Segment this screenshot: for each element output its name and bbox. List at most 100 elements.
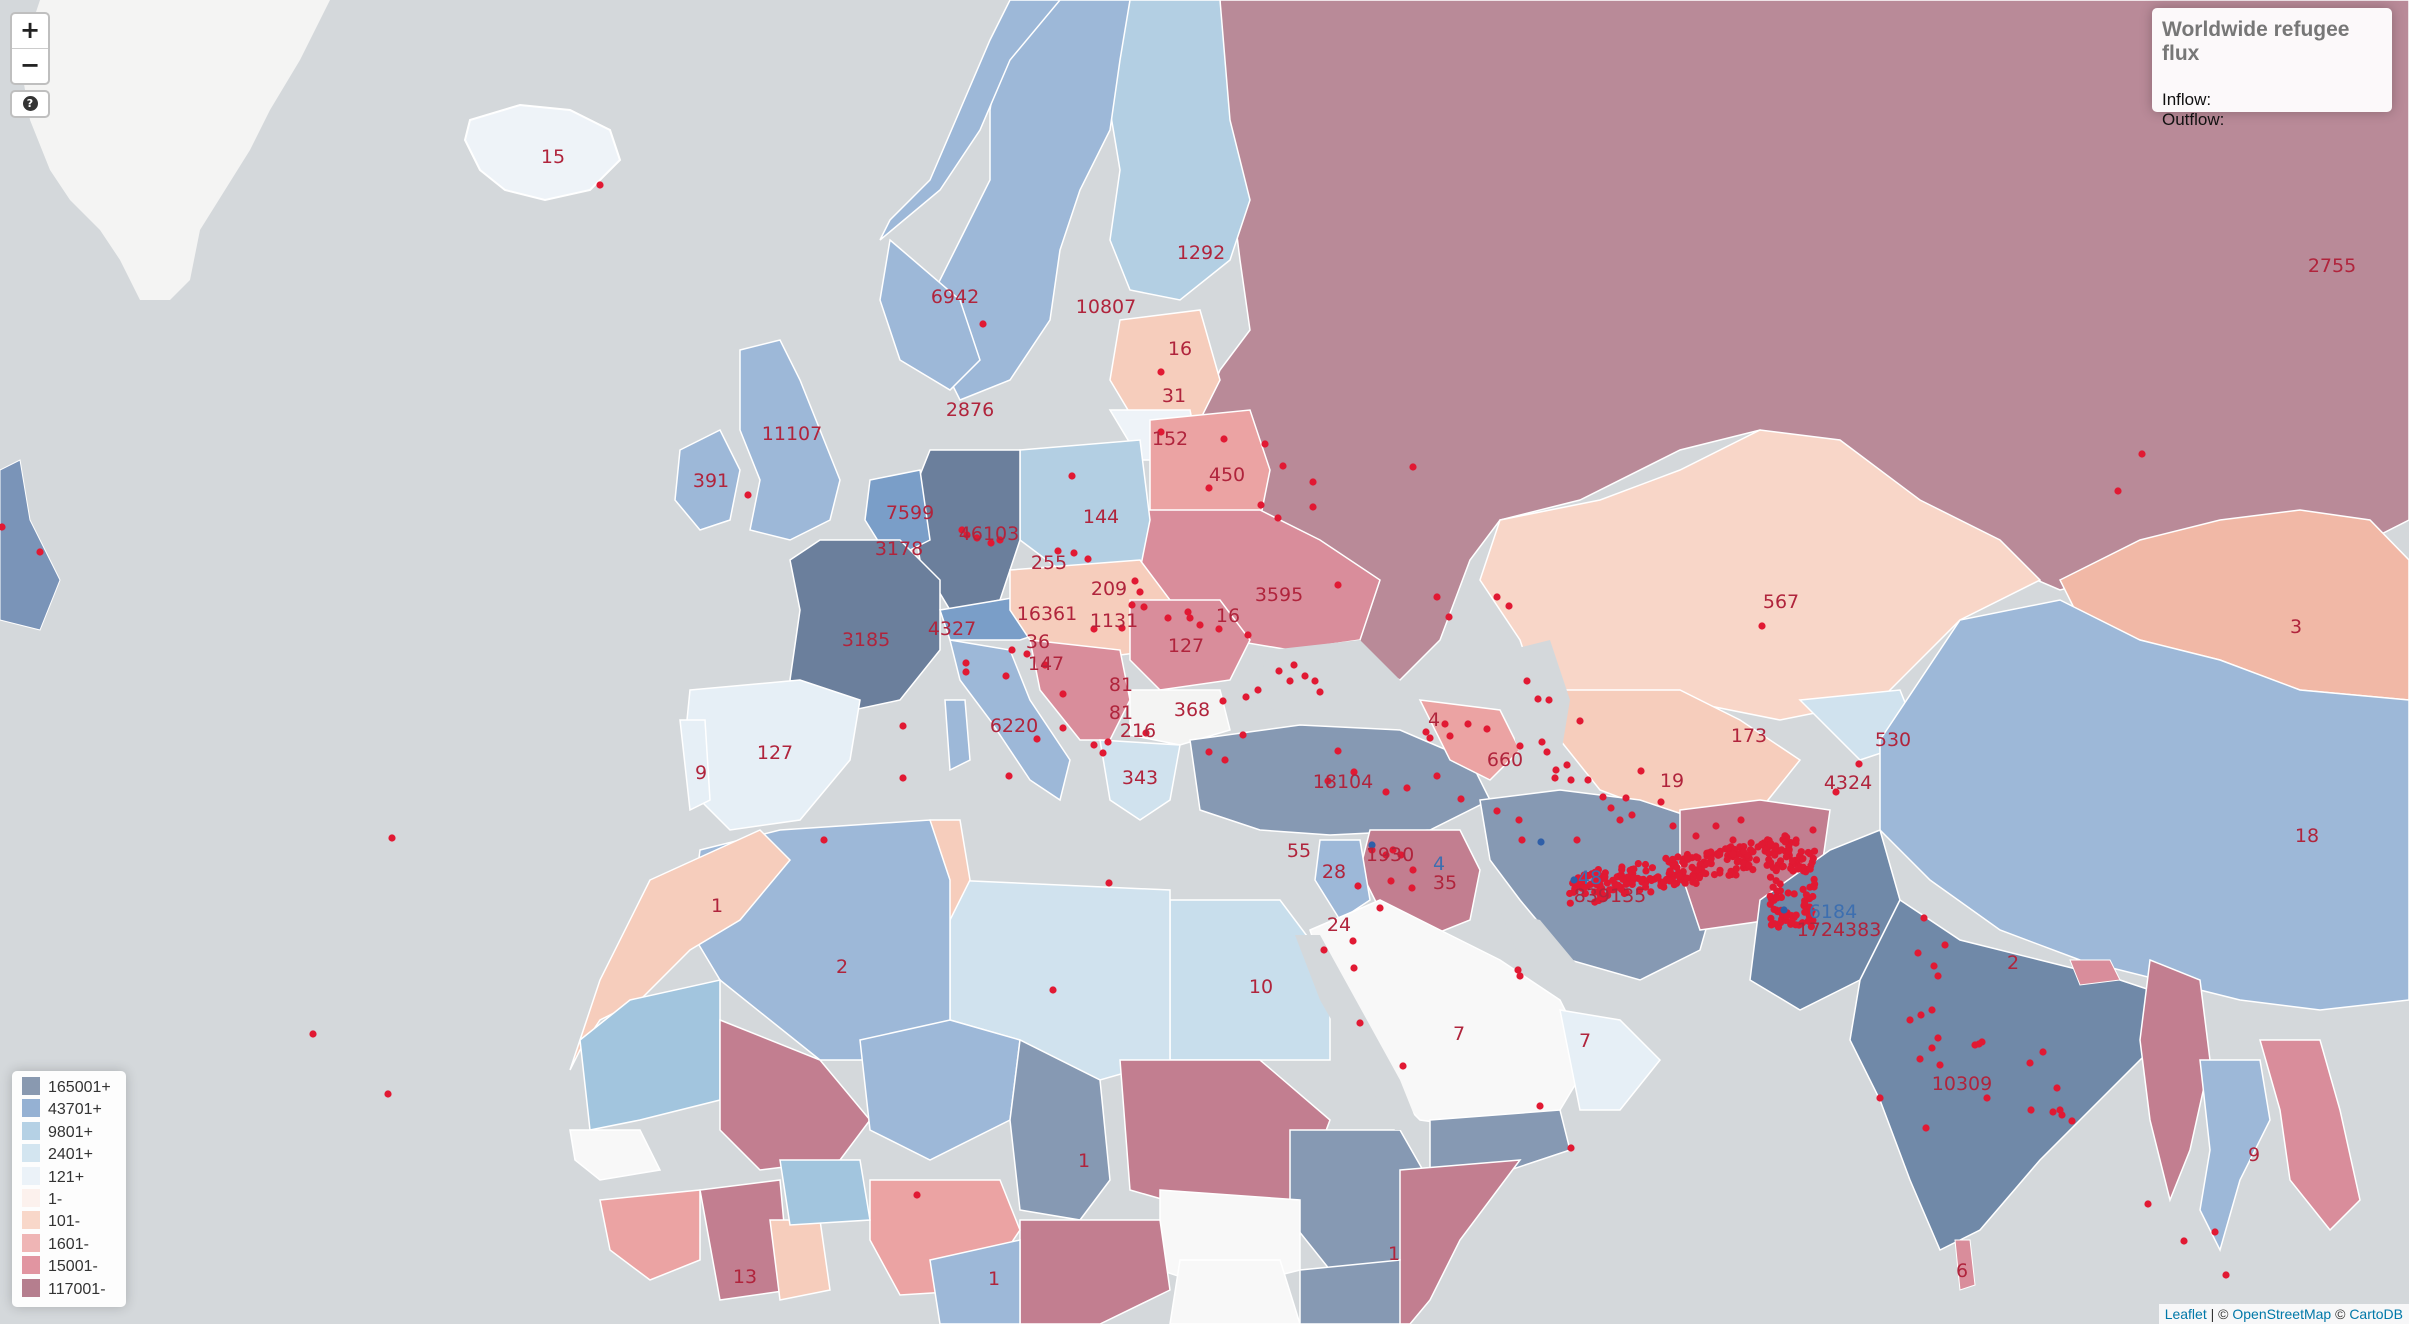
flow-point[interactable] <box>1599 793 1607 801</box>
flow-point[interactable] <box>1983 1094 1991 1102</box>
flow-point[interactable] <box>1033 735 1041 743</box>
country-value-label[interactable]: 2 <box>2007 952 2019 974</box>
country-value-label[interactable]: 31 <box>1162 385 1186 407</box>
flow-point[interactable] <box>1636 886 1644 894</box>
flow-point[interactable] <box>1740 847 1748 856</box>
flow-point[interactable] <box>1445 613 1453 621</box>
country-value-label[interactable]: 255 <box>1031 552 1067 574</box>
flow-point[interactable] <box>1598 885 1606 893</box>
flow-point[interactable] <box>1771 851 1779 859</box>
flow-point[interactable] <box>1311 677 1319 685</box>
flow-point[interactable] <box>1729 836 1737 844</box>
flow-point[interactable] <box>1350 768 1358 776</box>
flow-point[interactable] <box>1647 888 1655 896</box>
flow-point[interactable] <box>744 491 752 499</box>
flow-point[interactable] <box>1804 848 1812 857</box>
flow-point[interactable] <box>1493 593 1501 601</box>
country-value-label[interactable]: 4 <box>1433 853 1445 875</box>
flow-point[interactable] <box>1767 921 1775 929</box>
flow-point[interactable] <box>1657 798 1665 806</box>
flow-point[interactable] <box>1368 846 1376 854</box>
flow-point[interactable] <box>1689 873 1697 882</box>
country-value-label[interactable]: 1 <box>711 895 723 917</box>
flow-point[interactable] <box>987 539 995 547</box>
flow-point[interactable] <box>1603 879 1611 887</box>
flow-point[interactable] <box>1244 631 1252 639</box>
flow-point[interactable] <box>1637 767 1645 775</box>
flow-point[interactable] <box>1356 1019 1364 1027</box>
flow-point[interactable] <box>1534 695 1542 703</box>
flow-point[interactable] <box>1598 895 1606 903</box>
flow-point[interactable] <box>1551 774 1559 782</box>
flow-point[interactable] <box>1614 881 1622 890</box>
flow-point[interactable] <box>1515 816 1523 824</box>
flow-point[interactable] <box>1049 986 1057 994</box>
flow-point[interactable] <box>1008 646 1016 654</box>
flow-point[interactable] <box>1648 864 1656 872</box>
flow-point[interactable] <box>1922 1124 1930 1132</box>
flow-point[interactable] <box>1571 887 1579 895</box>
country-value-label[interactable]: 343 <box>1122 767 1158 789</box>
flow-point[interactable] <box>2027 1106 2035 1114</box>
flow-point[interactable] <box>1729 850 1737 858</box>
country-value-label[interactable]: 147 <box>1028 653 1064 675</box>
flow-point[interactable] <box>1666 867 1674 876</box>
flow-point[interactable] <box>1099 749 1107 757</box>
flow-point[interactable] <box>0 523 6 531</box>
flow-point[interactable] <box>1205 484 1213 492</box>
flow-point[interactable] <box>1607 886 1615 894</box>
flow-point[interactable] <box>1642 867 1650 875</box>
flow-point[interactable] <box>2114 487 2122 495</box>
flow-point[interactable] <box>1705 849 1713 857</box>
flow-point[interactable] <box>1647 876 1656 885</box>
flow-point[interactable] <box>2138 450 2146 458</box>
flow-point[interactable] <box>1790 890 1798 898</box>
flow-point[interactable] <box>1782 853 1790 861</box>
flow-point[interactable] <box>388 834 396 842</box>
flow-point[interactable] <box>1409 866 1417 874</box>
country-value-label[interactable]: 4324 <box>1824 772 1872 794</box>
country-value-label[interactable]: 567 <box>1763 591 1799 613</box>
country-value-label[interactable]: 3 <box>2290 616 2302 638</box>
flow-point[interactable] <box>1279 462 1287 470</box>
country-value-label[interactable]: 173 <box>1731 725 1767 747</box>
flow-point[interactable] <box>1301 672 1309 680</box>
country-value-label[interactable]: 4 <box>1428 709 1440 731</box>
flow-point[interactable] <box>1136 588 1144 596</box>
country-value-label[interactable]: 18 <box>2295 825 2319 847</box>
flow-point[interactable] <box>913 1191 921 1199</box>
flow-point[interactable] <box>1005 772 1013 780</box>
cartodb-link[interactable]: CartoDB <box>2349 1306 2403 1322</box>
flow-point[interactable] <box>1876 1094 1884 1102</box>
flow-point[interactable] <box>1059 690 1067 698</box>
flow-point[interactable] <box>1766 892 1774 900</box>
country-value-label[interactable]: 10 <box>1249 976 1273 998</box>
flow-point[interactable] <box>1607 804 1615 812</box>
flow-point[interactable] <box>1566 899 1574 907</box>
flow-point[interactable] <box>1930 962 1938 970</box>
flow-point[interactable] <box>1710 871 1719 879</box>
flow-point[interactable] <box>1576 717 1584 725</box>
country-value-label[interactable]: 839135 <box>1574 885 1647 907</box>
country-value-label[interactable]: 10309 <box>1932 1073 1992 1095</box>
flow-point[interactable] <box>1290 661 1298 669</box>
country-value-label[interactable]: 6184 <box>1809 901 1857 923</box>
flow-point[interactable] <box>2211 1228 2219 1236</box>
flow-point[interactable] <box>2068 1117 2076 1125</box>
flow-point[interactable] <box>1184 608 1192 616</box>
flow-point[interactable] <box>1286 677 1294 685</box>
country-value-label[interactable]: 46103 <box>959 523 1019 545</box>
flow-point[interactable] <box>1723 855 1731 864</box>
flow-point[interactable] <box>1975 1040 1983 1048</box>
flow-point[interactable] <box>1936 1061 1944 1069</box>
country-value-label[interactable]: 13 <box>733 1266 757 1288</box>
flow-point[interactable] <box>1387 877 1395 885</box>
flow-point[interactable] <box>1242 693 1250 701</box>
flow-point[interactable] <box>1408 884 1416 892</box>
flow-point[interactable] <box>1928 1044 1936 1052</box>
country-value-label[interactable]: 7599 <box>886 502 934 524</box>
flow-point[interactable] <box>1543 748 1551 756</box>
flow-point[interactable] <box>1641 860 1650 869</box>
country-value-label[interactable]: 11107 <box>762 423 822 445</box>
flow-point[interactable] <box>1382 851 1390 859</box>
